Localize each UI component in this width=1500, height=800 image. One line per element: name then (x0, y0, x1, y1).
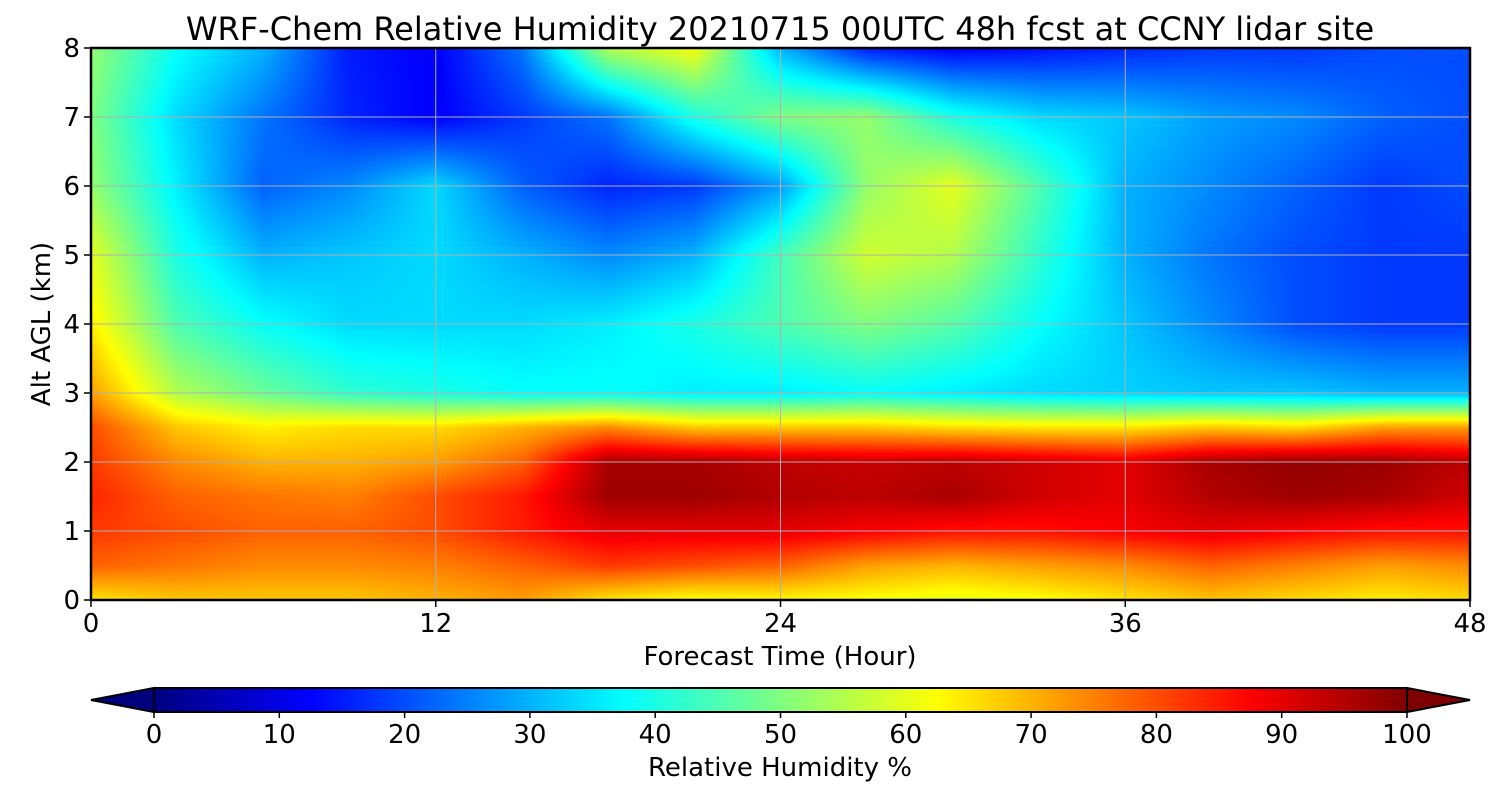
colorbar-ticks: 0 10 20 30 40 50 60 70 80 90 100 (146, 712, 1432, 750)
y-tick-label: 1 (63, 517, 80, 547)
y-tick-label: 5 (63, 241, 80, 271)
heatmap-plot (89, 46, 1472, 602)
x-tick-label: 24 (764, 609, 797, 639)
colorbar-tick-label: 30 (513, 720, 546, 750)
y-tick-label: 7 (63, 103, 80, 133)
y-tick-label: 6 (63, 172, 80, 202)
colorbar-tick-label: 40 (639, 720, 672, 750)
colorbar-extend-high (1406, 686, 1471, 714)
y-axis: 0 1 2 3 4 5 6 7 8 (63, 34, 91, 616)
y-tick-label: 8 (63, 34, 80, 64)
colorbar-tick-label: 10 (263, 720, 296, 750)
colorbar: 0 10 20 30 40 50 60 70 80 90 100 Relative Humidity… (90, 686, 1471, 783)
colorbar-tick-label: 70 (1015, 720, 1048, 750)
colorbar-extend-low (90, 686, 155, 714)
x-axis-label: Forecast Time (Hour) (643, 642, 916, 672)
y-axis-label: Alt AGL (km) (27, 242, 57, 406)
colorbar-tick-label: 80 (1140, 720, 1173, 750)
colorbar-tick-label: 90 (1265, 720, 1298, 750)
x-tick-label: 0 (83, 609, 100, 639)
colorbar-tick-label: 0 (146, 720, 163, 750)
colorbar-gradient (153, 687, 1408, 713)
colorbar-tick-label: 100 (1382, 720, 1432, 750)
colorbar-tick-label: 20 (388, 720, 421, 750)
y-tick-label: 2 (63, 448, 80, 478)
colorbar-label: Relative Humidity % (648, 753, 912, 783)
y-tick-label: 3 (63, 379, 80, 409)
x-tick-label: 48 (1453, 609, 1486, 639)
x-tick-label: 12 (419, 609, 452, 639)
y-tick-label: 0 (63, 586, 80, 616)
y-tick-label: 4 (63, 310, 80, 340)
chart-title: WRF-Chem Relative Humidity 20210715 00UT… (186, 10, 1374, 48)
x-tick-label: 36 (1109, 609, 1142, 639)
colorbar-tick-label: 50 (764, 720, 797, 750)
colorbar-tick-label: 60 (889, 720, 922, 750)
x-axis: 0 12 24 36 48 (83, 600, 1487, 639)
